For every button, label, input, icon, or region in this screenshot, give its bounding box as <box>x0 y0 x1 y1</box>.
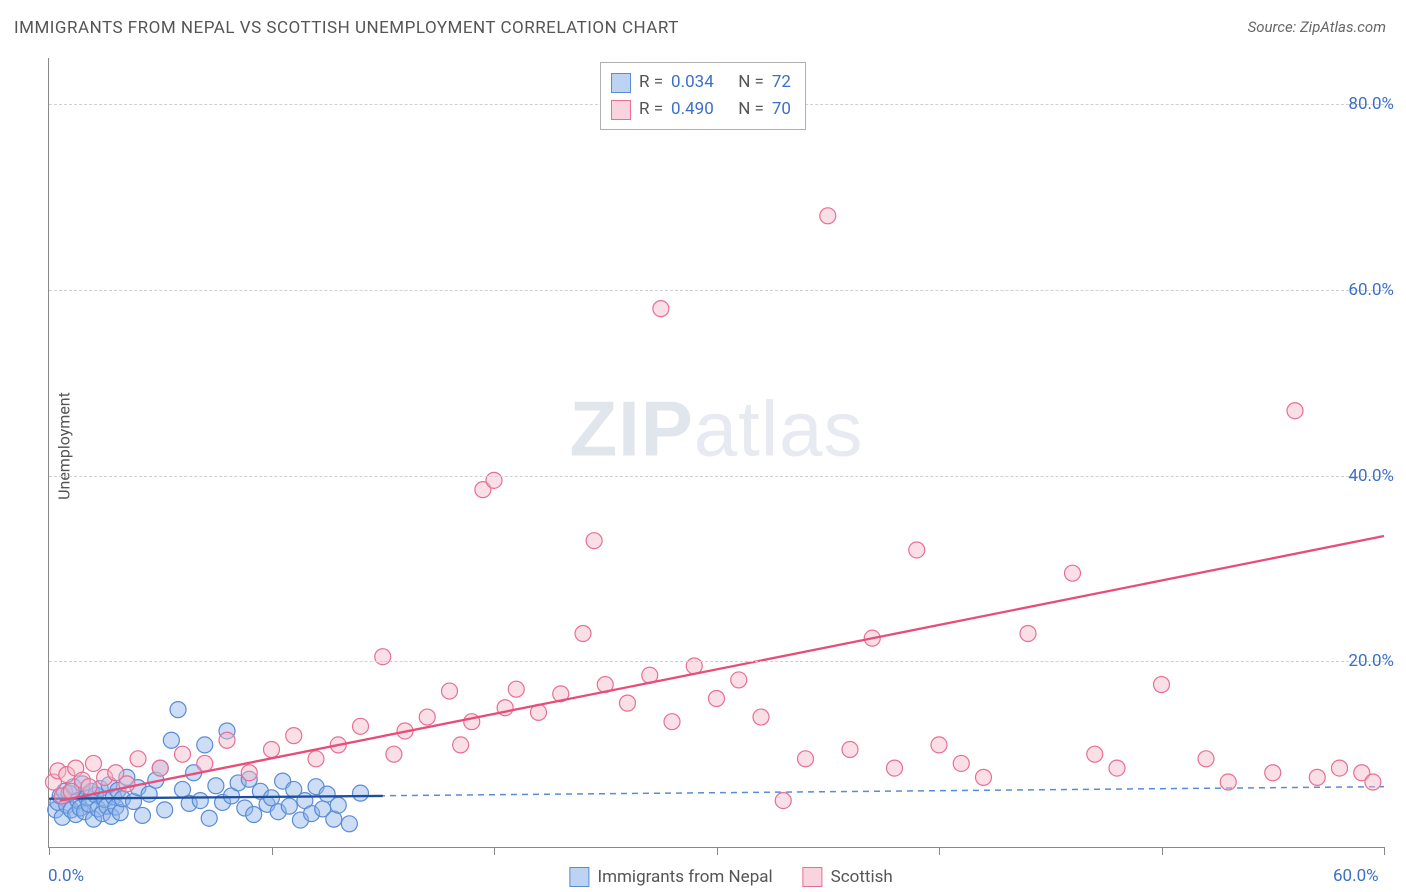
data-point <box>653 301 669 317</box>
source-label: Source: ZipAtlas.com <box>1248 18 1386 36</box>
data-point <box>157 802 173 818</box>
data-point <box>241 765 257 781</box>
data-point <box>976 769 992 785</box>
x-tick <box>939 847 940 855</box>
data-point <box>842 742 858 758</box>
legend-row-2: R = 0.490 N = 70 <box>611 96 791 123</box>
data-point <box>419 709 435 725</box>
data-point <box>1309 769 1325 785</box>
data-point <box>709 690 725 706</box>
data-point <box>1287 403 1303 419</box>
data-point <box>664 714 680 730</box>
chart-container: IMMIGRANTS FROM NEPAL VS SCOTTISH UNEMPL… <box>0 0 1406 892</box>
x-tick <box>494 847 495 855</box>
data-point <box>308 751 324 767</box>
data-point <box>1220 774 1236 790</box>
data-point <box>112 805 128 821</box>
data-point <box>201 810 217 826</box>
legend-item-scottish: Scottish <box>803 867 893 887</box>
data-point <box>170 702 186 718</box>
data-point <box>1020 626 1036 642</box>
data-point <box>197 755 213 771</box>
data-point <box>1109 760 1125 776</box>
data-point <box>152 760 168 776</box>
y-tick-label: 80.0% <box>1348 94 1394 114</box>
data-point <box>353 785 369 801</box>
data-point <box>330 797 346 813</box>
data-point <box>887 760 903 776</box>
y-tick-label: 20.0% <box>1348 651 1394 671</box>
data-point <box>353 718 369 734</box>
x-tick <box>717 847 718 855</box>
x-tick <box>1162 847 1163 855</box>
swatch-scottish <box>611 100 631 120</box>
swatch-nepal <box>611 73 631 93</box>
data-point <box>731 672 747 688</box>
legend-series: Immigrants from Nepal Scottish <box>569 867 892 887</box>
data-point <box>341 816 357 832</box>
swatch-scottish-bottom <box>803 867 823 887</box>
gridline <box>49 476 1384 477</box>
scatter-svg <box>49 58 1384 847</box>
data-point <box>130 751 146 767</box>
data-point <box>1198 751 1214 767</box>
data-point <box>909 542 925 558</box>
data-point <box>81 779 97 795</box>
data-point <box>208 778 224 794</box>
data-point <box>175 746 191 762</box>
data-point <box>508 681 524 697</box>
chart-title: IMMIGRANTS FROM NEPAL VS SCOTTISH UNEMPL… <box>14 18 679 38</box>
data-point <box>386 746 402 762</box>
data-point <box>1065 565 1081 581</box>
data-point <box>246 807 262 823</box>
data-point <box>264 742 280 758</box>
data-point <box>575 626 591 642</box>
data-point <box>1265 765 1281 781</box>
data-point <box>86 755 102 771</box>
data-point <box>219 732 235 748</box>
data-point <box>620 695 636 711</box>
y-tick-label: 40.0% <box>1348 466 1394 486</box>
gridline <box>49 661 1384 662</box>
data-point <box>753 709 769 725</box>
data-point <box>1332 760 1348 776</box>
x-tick <box>272 847 273 855</box>
x-tick <box>1384 847 1385 855</box>
legend-item-nepal: Immigrants from Nepal <box>569 867 772 887</box>
data-point <box>442 683 458 699</box>
data-point <box>953 755 969 771</box>
data-point <box>931 737 947 753</box>
data-point <box>453 737 469 753</box>
data-point <box>286 728 302 744</box>
plot-area: ZIPatlas <box>48 58 1384 848</box>
data-point <box>586 533 602 549</box>
data-point <box>134 807 150 823</box>
data-point <box>197 737 213 753</box>
data-point <box>1154 677 1170 693</box>
legend-stats: R = 0.034 N = 72 R = 0.490 N = 70 <box>600 62 806 130</box>
x-tick-label: 0.0% <box>48 866 84 886</box>
data-point <box>775 793 791 809</box>
x-tick-label: 60.0% <box>1333 866 1379 886</box>
data-point <box>1365 774 1381 790</box>
data-point <box>820 208 836 224</box>
data-point <box>798 751 814 767</box>
data-point <box>163 732 179 748</box>
gridline <box>49 290 1384 291</box>
swatch-nepal-bottom <box>569 867 589 887</box>
data-point <box>281 798 297 814</box>
data-point <box>1087 746 1103 762</box>
data-point <box>192 793 208 809</box>
x-tick <box>49 847 50 855</box>
y-tick-label: 60.0% <box>1348 280 1394 300</box>
trend-line <box>60 536 1384 801</box>
legend-row-1: R = 0.034 N = 72 <box>611 69 791 96</box>
